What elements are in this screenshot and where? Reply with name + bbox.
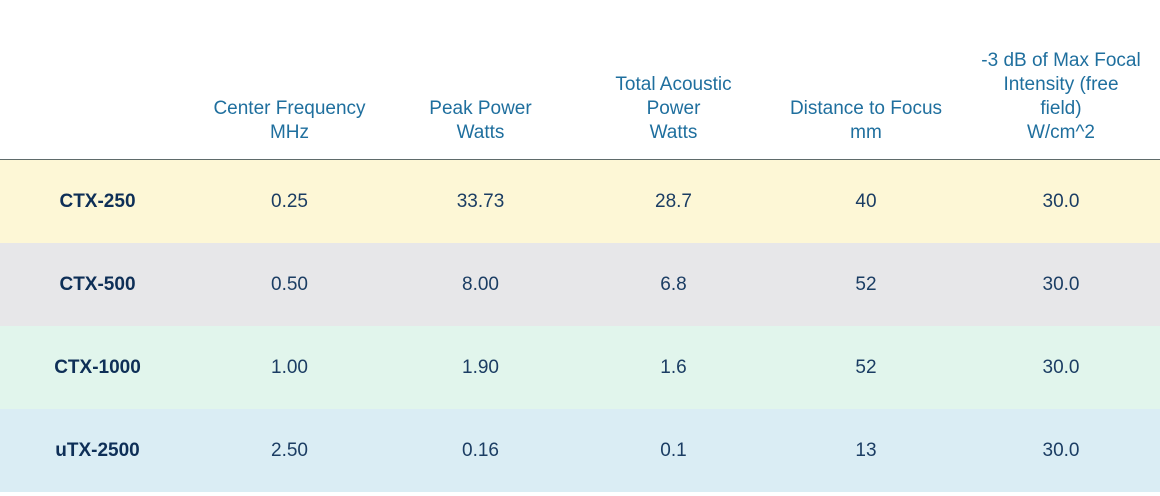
cell-center-frequency: 0.50 [271,273,308,295]
cell-intensity: 30.0 [1042,273,1080,295]
cell-intensity: 30.0 [1042,356,1080,378]
cell-total-acoustic-power: 1.6 [660,356,687,378]
header-intensity-line2: Intensity (free [1003,74,1119,95]
cell-center-frequency: 1.00 [271,356,308,378]
header-center-frequency: Center Frequency MHz [195,0,384,159]
cell-peak-power: 8.00 [462,273,499,295]
table-row: CTX-1000 1.00 1.90 1.6 52 30.0 [0,326,1160,409]
header-total-acoustic-power-line2: Power [646,98,701,119]
cell-distance-to-focus: 40 [855,190,877,212]
cell-total-acoustic-power: 0.1 [660,439,687,461]
header-total-acoustic-power: Total Acoustic Power Watts [577,0,770,159]
cell-model: CTX-250 [59,190,136,212]
header-distance-to-focus: Distance to Focus mm [770,0,962,159]
header-distance-to-focus-line1: Distance to Focus [789,98,943,119]
cell-center-frequency: 2.50 [271,439,308,461]
header-intensity-line4: W/cm^2 [1026,122,1095,143]
cell-model: CTX-1000 [54,356,141,378]
header-intensity: -3 dB of Max Focal Intensity (free field… [962,0,1160,159]
table-row: CTX-500 0.50 8.00 6.8 52 30.0 [0,243,1160,326]
table-header: Center Frequency MHz Peak Power Watts To… [0,0,1160,160]
header-intensity-line1: -3 dB of Max Focal [981,50,1141,71]
header-peak-power: Peak Power Watts [384,0,577,159]
cell-peak-power: 33.73 [456,190,505,212]
cell-intensity: 30.0 [1042,190,1080,212]
cell-total-acoustic-power: 6.8 [660,273,687,295]
cell-center-frequency: 0.25 [271,190,308,212]
cell-distance-to-focus: 13 [855,439,877,461]
cell-distance-to-focus: 52 [855,356,877,378]
cell-model: uTX-2500 [55,439,140,461]
header-distance-to-focus-line2: mm [850,122,882,143]
header-total-acoustic-power-line3: Watts [649,122,698,143]
header-intensity-line3: field) [1040,98,1082,119]
header-peak-power-line2: Watts [456,122,505,143]
cell-distance-to-focus: 52 [855,273,877,295]
cell-total-acoustic-power: 28.7 [655,190,692,212]
header-model [0,0,195,159]
table-row: CTX-250 0.25 33.73 28.7 40 30.0 [0,160,1160,243]
cell-peak-power: 0.16 [462,439,499,461]
cell-peak-power: 1.90 [462,356,499,378]
cell-intensity: 30.0 [1042,439,1080,461]
cell-model: CTX-500 [59,273,136,295]
header-total-acoustic-power-line1: Total Acoustic [615,74,732,95]
header-center-frequency-line1: Center Frequency [213,98,366,119]
header-center-frequency-line2: MHz [269,122,310,143]
table-row: uTX-2500 2.50 0.16 0.1 13 30.0 [0,409,1160,492]
header-peak-power-line1: Peak Power [429,98,532,119]
